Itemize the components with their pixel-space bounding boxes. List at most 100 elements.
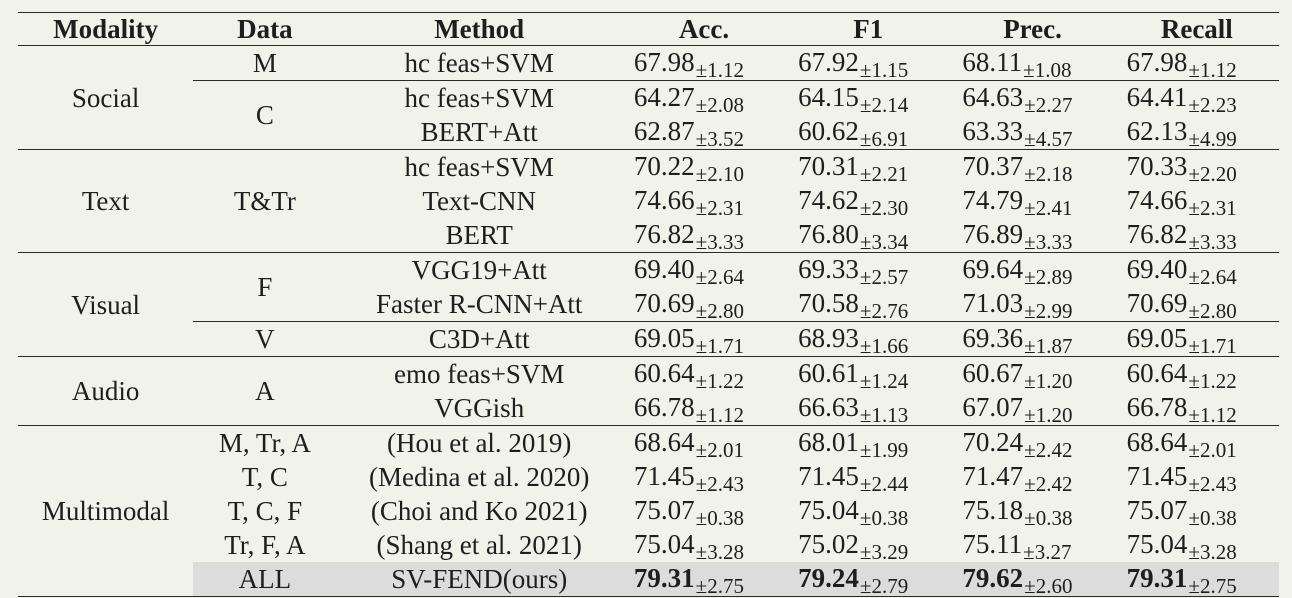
prec-cell: 70.24±2.42	[950, 425, 1115, 462]
acc-cell: 64.27±2.08	[621, 80, 787, 117]
data-cell: T, C	[241, 462, 288, 492]
modality-cell: Audio	[18, 356, 194, 426]
prec-cell: 75.11±3.27	[962, 529, 1072, 564]
table-row: Multimodal M, Tr, A (Hou et al. 2019) 68…	[18, 425, 1279, 597]
method-cell: BERT	[445, 220, 513, 250]
prec-cell: 71.03±2.99	[962, 288, 1073, 323]
method-cell: SV-FEND(ours)	[336, 562, 622, 597]
prec-cell: 70.37±2.18	[950, 149, 1115, 186]
table-row: C hc feas+SVM 64.27±2.08 64.15±2.14 64.6…	[18, 80, 1279, 150]
table-row: Faster R-CNN+Att 70.69±2.80 70.58±2.76 7…	[18, 287, 1279, 323]
method-cell: C3D+Att	[336, 321, 622, 357]
recall-cell: 60.64±1.22	[1114, 356, 1279, 393]
prec-cell: 69.36±1.87	[950, 321, 1115, 358]
method-cell: BERT+Att	[420, 117, 538, 147]
f1-cell: 76.80±3.34	[798, 219, 909, 254]
method-cell: (Choi and Ko 2021)	[370, 496, 588, 526]
prec-cell: 60.67±1.20	[950, 356, 1115, 393]
f1-cell: 74.62±2.30	[798, 185, 909, 220]
data-cell: T, C, F	[227, 496, 303, 526]
table-row: Tr, F, A (Shang et al. 2021) 75.04±3.28 …	[18, 528, 1279, 564]
header-prec: Prec.	[950, 12, 1115, 46]
table-row: Text-CNN 74.66±2.31 74.62±2.30 74.79±2.4…	[18, 184, 1279, 220]
method-cell: hc feas+SVM	[336, 149, 622, 184]
f1-cell: 60.62±6.91	[798, 116, 909, 151]
modality-cell: Text	[18, 149, 194, 253]
f1-cell: 70.31±2.21	[786, 149, 951, 186]
acc-cell: 69.40±2.64	[621, 252, 787, 289]
prec-cell: 63.33±4.57	[962, 116, 1073, 151]
prec-cell: 71.47±2.42	[962, 461, 1073, 496]
recall-cell: 79.31±2.75	[1114, 562, 1279, 598]
acc-cell: 70.69±2.80	[633, 288, 744, 323]
f1-cell: 68.93±1.66	[786, 321, 951, 358]
f1-cell: 79.24±2.79	[786, 562, 951, 598]
table-row: Text T&Tr hc feas+SVM 70.22±2.10 70.31±2…	[18, 149, 1279, 253]
modality-cell: Social	[18, 45, 194, 150]
recall-cell: 68.64±2.01	[1114, 425, 1279, 462]
method-cell: Text-CNN	[422, 186, 536, 216]
acc-cell: 68.64±2.01	[621, 425, 787, 462]
header-row: Modality Data Method Acc. F1 Prec. Recal…	[18, 12, 1279, 46]
data-cell: M	[193, 45, 337, 81]
recall-cell: 67.98±1.12	[1114, 45, 1279, 82]
ours-row: ALL SV-FEND(ours) 79.31±2.75 79.24±2.79 …	[18, 562, 1279, 598]
table-row: Audio A emo feas+SVM 60.64±1.22 60.61±1.…	[18, 356, 1279, 426]
table-row: BERT+Att 62.87±3.52 60.62±6.91 63.33±4.5…	[18, 115, 1279, 151]
recall-cell: 69.40±2.64	[1114, 252, 1279, 289]
acc-cell: 67.98±1.12	[621, 45, 787, 82]
f1-cell: 64.15±2.14	[786, 80, 951, 117]
acc-cell: 76.82±3.33	[633, 219, 744, 254]
prec-cell: 75.18±0.38	[962, 495, 1073, 530]
data-cell: M, Tr, A	[193, 425, 337, 460]
table-row: T, C, F (Choi and Ko 2021) 75.07±0.38 75…	[18, 494, 1279, 530]
method-cell: (Hou et al. 2019)	[336, 425, 622, 460]
f1-cell: 70.58±2.76	[798, 288, 909, 323]
method-cell: Faster R-CNN+Att	[375, 289, 583, 319]
data-cell: ALL	[193, 562, 337, 597]
acc-cell: 79.31±2.75	[621, 562, 787, 598]
prec-cell: 67.07±1.20	[962, 392, 1073, 427]
f1-cell: 69.33±2.57	[786, 252, 951, 289]
prec-cell: 64.63±2.27	[950, 80, 1115, 117]
recall-cell: 74.66±2.31	[1126, 185, 1237, 220]
header-method: Method	[336, 12, 622, 46]
f1-cell: 75.02±3.29	[798, 529, 909, 564]
acc-cell: 71.45±2.43	[633, 461, 744, 496]
acc-cell: 70.22±2.10	[621, 149, 787, 186]
recall-cell: 64.41±2.23	[1114, 80, 1279, 117]
acc-cell: 69.05±1.71	[621, 321, 787, 358]
data-cell: C	[193, 80, 337, 150]
recall-cell: 62.13±4.99	[1126, 116, 1237, 151]
prec-cell: 69.64±2.89	[950, 252, 1115, 289]
f1-cell: 75.04±0.38	[798, 495, 909, 530]
data-cell: Tr, F, A	[224, 530, 306, 560]
table-row: T, C (Medina et al. 2020) 71.45±2.43 71.…	[18, 460, 1279, 496]
method-cell: hc feas+SVM	[336, 80, 622, 115]
acc-cell: 75.07±0.38	[633, 495, 744, 530]
header-f1: F1	[786, 12, 951, 46]
acc-cell: 62.87±3.52	[633, 116, 744, 151]
method-cell: emo feas+SVM	[336, 356, 622, 391]
table-row: Social M hc feas+SVM 67.98±1.12 67.92±1.…	[18, 45, 1279, 150]
prec-cell: 68.11±1.08	[950, 45, 1115, 82]
acc-cell: 60.64±1.22	[621, 356, 787, 393]
data-cell: V	[193, 321, 337, 357]
prec-cell: 74.79±2.41	[962, 185, 1073, 220]
method-cell: (Medina et al. 2020)	[368, 462, 590, 492]
table-row: BERT 76.82±3.33 76.80±3.34 76.89±3.33 76…	[18, 218, 1279, 254]
header-recall: Recall	[1114, 12, 1279, 46]
f1-cell: 60.61±1.24	[786, 356, 951, 393]
modality-cell: Visual	[18, 252, 194, 357]
recall-cell: 66.78±1.12	[1126, 392, 1237, 427]
header-acc: Acc.	[621, 12, 787, 46]
recall-cell: 70.69±2.80	[1126, 288, 1237, 323]
prec-cell: 79.62±2.60	[950, 562, 1115, 598]
f1-cell: 71.45±2.44	[798, 461, 909, 496]
recall-cell: 71.45±2.43	[1126, 461, 1237, 496]
method-cell: VGG19+Att	[336, 252, 622, 287]
recall-cell: 75.07±0.38	[1126, 495, 1237, 530]
data-cell: F	[193, 252, 337, 322]
data-cell: A	[193, 356, 337, 426]
method-cell: VGGish	[434, 393, 525, 423]
